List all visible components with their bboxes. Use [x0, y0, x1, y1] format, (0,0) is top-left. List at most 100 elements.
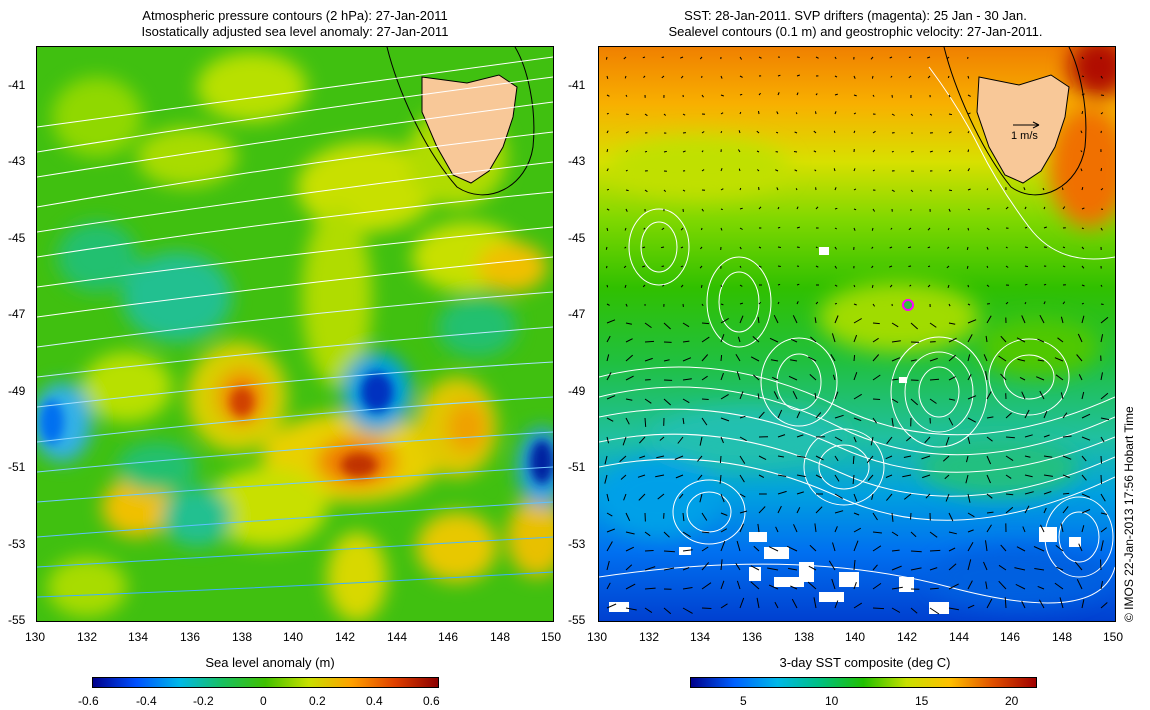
lat-tick: -49 [8, 384, 26, 398]
velocity-arrow [777, 283, 781, 286]
velocity-arrow [1016, 337, 1026, 343]
velocity-arrow [929, 322, 937, 328]
velocity-arrow [606, 75, 609, 80]
velocity-arrow [929, 357, 938, 362]
velocity-arrow [1078, 543, 1083, 552]
velocity-arrow [967, 188, 971, 191]
velocity-arrow [885, 474, 893, 478]
velocity-arrow [1043, 455, 1053, 458]
velocity-arrow [853, 559, 856, 571]
velocity-arrow [625, 583, 636, 590]
velocity-arrow [1059, 597, 1064, 609]
velocity-arrow [700, 246, 703, 250]
velocity-arrow [929, 567, 938, 571]
velocity-arrow [752, 336, 760, 343]
velocity-arrow [796, 283, 800, 286]
velocity-arrow [866, 455, 874, 464]
velocity-arrow [1038, 599, 1045, 609]
velocity-arrow [682, 549, 693, 552]
velocity-arrow [910, 359, 917, 362]
velocity-arrow [808, 565, 817, 571]
velocity-arrow [1100, 303, 1104, 305]
velocity-arrow [1005, 436, 1015, 439]
lon-tick: 146 [438, 630, 459, 644]
velocity-arrow [929, 549, 941, 552]
velocity-arrow [737, 149, 741, 153]
velocity-arrow [910, 550, 922, 553]
velocity-arrow [720, 436, 724, 444]
velocity-arrow [739, 75, 743, 78]
lat-tick: -47 [568, 307, 586, 321]
velocity-arrow [720, 512, 728, 516]
velocity-arrow [1019, 376, 1026, 381]
velocity-arrow [815, 506, 823, 514]
velocity-arrow [739, 302, 744, 305]
lat-tick: -55 [568, 613, 586, 627]
velocity-arrow [606, 436, 610, 444]
sst-cbar-tick: 15 [915, 694, 929, 708]
velocity-arrow [814, 523, 817, 533]
sla-cbar-tick: -0.6 [78, 694, 99, 708]
velocity-arrow [604, 455, 608, 465]
velocity-arrow [948, 376, 956, 381]
velocity-arrow [948, 512, 954, 522]
velocity-arrow [719, 455, 722, 464]
velocity-arrow [606, 603, 617, 609]
velocity-arrow [1062, 435, 1072, 438]
velocity-arrow [831, 333, 836, 343]
velocity-arrow [720, 131, 723, 134]
velocity-arrow [1021, 600, 1026, 609]
velocity-arrow [872, 169, 875, 172]
velocity-arrow [1100, 167, 1103, 172]
velocity-arrow [663, 550, 675, 553]
velocity-arrow [1100, 227, 1103, 231]
tasmania-land [386, 47, 535, 196]
velocity-arrow [872, 512, 878, 521]
velocity-arrow [674, 455, 684, 460]
lon-tick: 148 [1052, 630, 1073, 644]
lon-tick: 142 [897, 630, 918, 644]
velocity-arrow [620, 474, 627, 480]
velocity-arrow [1081, 75, 1085, 78]
velocity-arrow [1081, 265, 1085, 269]
velocity-arrow [1000, 373, 1007, 381]
velocity-arrow [1037, 585, 1045, 590]
velocity-arrow [815, 93, 818, 96]
velocity-arrow [739, 111, 742, 115]
velocity-arrow [738, 168, 741, 172]
velocity-arrow [910, 567, 922, 571]
velocity-arrow [699, 265, 703, 269]
velocity-arrow [644, 417, 647, 427]
sla-cbar-tick: -0.2 [193, 694, 214, 708]
lon-tick: 138 [232, 630, 253, 644]
velocity-arrow [1043, 283, 1047, 286]
velocity-arrow [1100, 284, 1103, 287]
velocity-arrow [1042, 187, 1045, 191]
velocity-arrow [624, 227, 627, 231]
velocity-arrow [948, 563, 957, 571]
velocity-arrow [682, 531, 691, 538]
velocity-arrow [796, 301, 799, 305]
velocity-arrow [777, 92, 780, 96]
velocity-arrow [739, 56, 743, 60]
velocity-arrow [682, 398, 690, 404]
velocity-arrow [1062, 301, 1066, 305]
velocity-arrow [967, 559, 972, 571]
velocity-arrow [872, 531, 882, 534]
velocity-arrow [815, 412, 822, 419]
velocity-arrow [697, 455, 703, 462]
velocity-arrow [663, 113, 667, 116]
velocity-arrow [757, 316, 760, 324]
velocity-arrow [701, 562, 710, 571]
velocity-arrow [736, 580, 741, 590]
velocity-arrow [903, 493, 912, 500]
velocity-arrow [967, 604, 975, 609]
velocity-arrow [701, 398, 709, 400]
velocity-arrow [1081, 474, 1087, 481]
velocity-arrow [606, 528, 615, 533]
velocity-arrow [834, 526, 838, 533]
velocity-arrow [834, 315, 839, 324]
velocity-arrow [814, 317, 817, 324]
velocity-arrow [872, 303, 876, 307]
velocity-arrow [853, 112, 857, 115]
